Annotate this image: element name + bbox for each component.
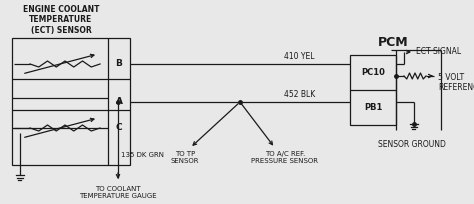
Text: ECT SIGNAL: ECT SIGNAL [416, 48, 461, 57]
Bar [12, 38, 130, 165]
Text: (ECT) SENSOR: (ECT) SENSOR [31, 26, 91, 34]
Text: PB1: PB1 [364, 103, 382, 112]
Text: SENSOR GROUND: SENSOR GROUND [378, 140, 446, 149]
Text: TO A/C REF.
PRESSURE SENSOR: TO A/C REF. PRESSURE SENSOR [252, 151, 319, 164]
Bar [350, 55, 396, 125]
Text: 5 VOLT
REFERENCE: 5 VOLT REFERENCE [438, 73, 474, 92]
Text: ENGINE COOLANT: ENGINE COOLANT [23, 6, 99, 14]
Text: PCM: PCM [378, 37, 408, 50]
Text: PC10: PC10 [361, 68, 385, 77]
Text: TO TP
SENSOR: TO TP SENSOR [171, 151, 199, 164]
Text: TEMPERATURE: TEMPERATURE [29, 16, 92, 24]
Text: TO COOLANT
TEMPERATURE GAUGE: TO COOLANT TEMPERATURE GAUGE [79, 186, 157, 199]
Text: 135 DK GRN: 135 DK GRN [121, 152, 164, 158]
Text: A: A [116, 98, 122, 106]
Text: C: C [116, 123, 122, 133]
Text: B: B [116, 60, 122, 69]
Text: 452 BLK: 452 BLK [284, 90, 315, 99]
Text: 410 YEL: 410 YEL [284, 52, 315, 61]
